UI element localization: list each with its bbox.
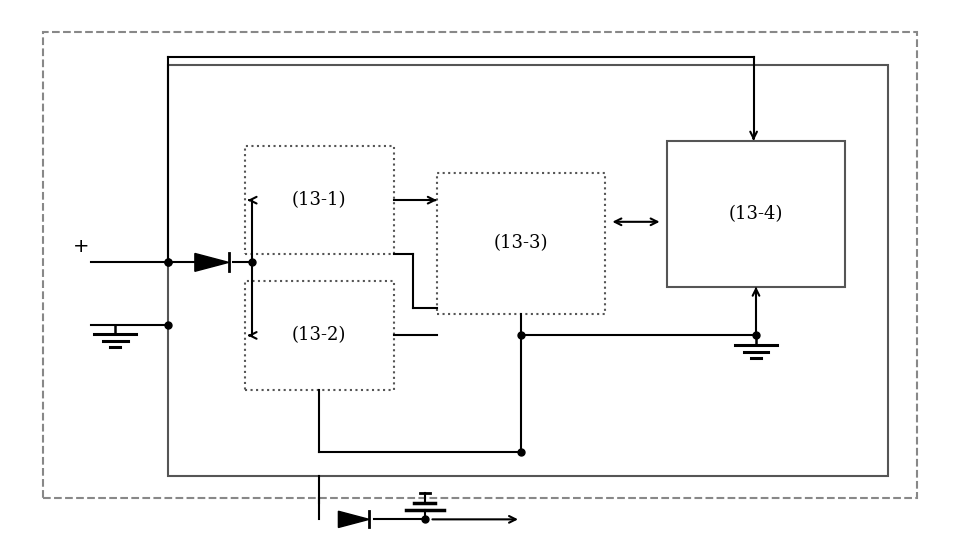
- Bar: [168, 65, 888, 476]
- Bar: [245, 146, 394, 254]
- Text: (13-3): (13-3): [493, 234, 548, 253]
- Bar: [667, 141, 845, 287]
- Text: +: +: [73, 236, 90, 256]
- Polygon shape: [195, 253, 228, 272]
- Text: (13-1): (13-1): [292, 191, 347, 209]
- Polygon shape: [338, 511, 369, 527]
- Bar: [245, 281, 394, 390]
- Text: (13-4): (13-4): [729, 204, 783, 223]
- Bar: [437, 173, 605, 314]
- Text: (13-2): (13-2): [292, 326, 347, 345]
- Bar: [43, 32, 917, 498]
